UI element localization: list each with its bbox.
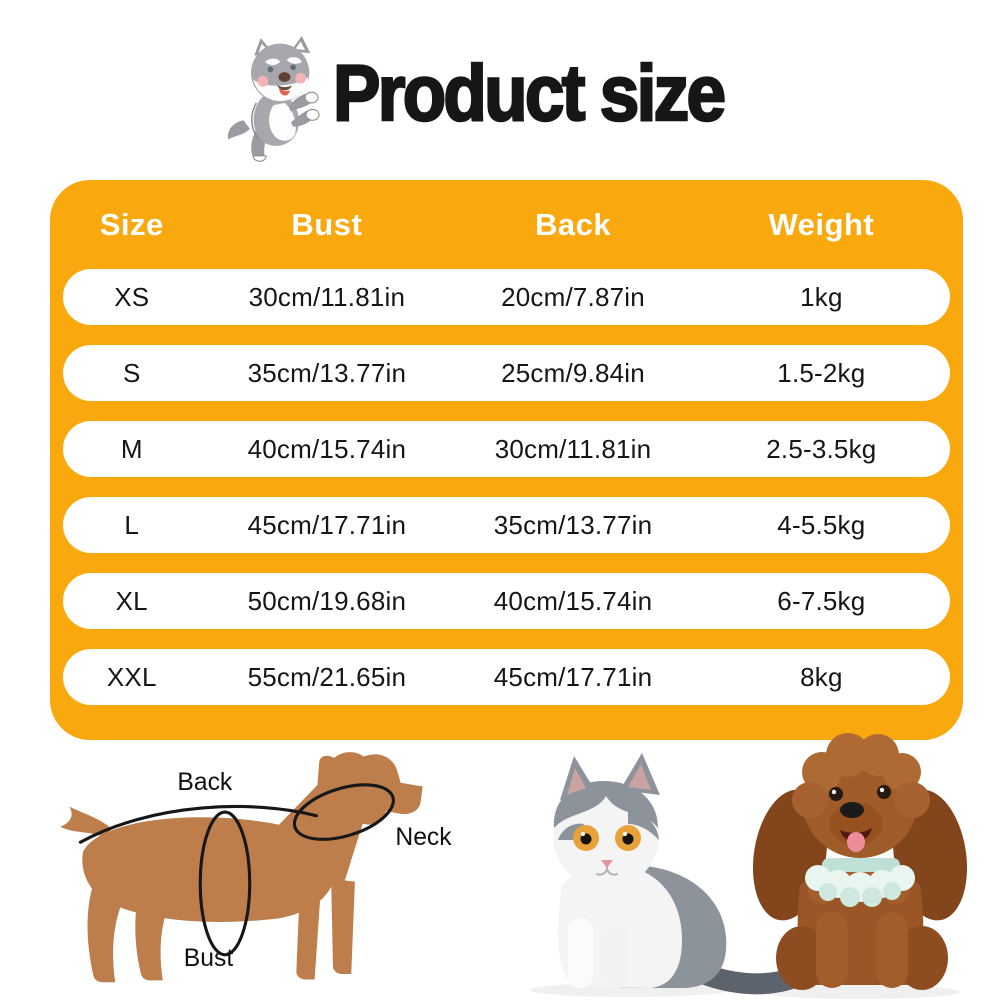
bust-value: 40cm/15.74in: [247, 433, 407, 464]
poodle-image: [752, 733, 968, 990]
size-value: M: [120, 433, 143, 464]
back-value: 35cm/13.77in: [493, 509, 653, 540]
table-row-m: M 40cm/15.74in 30cm/11.81in 2.5-3.5kg: [63, 421, 950, 477]
size-table-header-row: Size Bust Back Weight: [63, 180, 950, 269]
cat-image: [553, 753, 831, 995]
back-value: 45cm/17.71in: [493, 661, 653, 692]
pets-photo: [500, 700, 1000, 1000]
weight-value: 8kg: [800, 661, 843, 692]
husky-puppy-mascot-icon: [224, 36, 332, 162]
size-value: XXL: [106, 661, 157, 692]
size-table: Size Bust Back Weight XS 30cm/11.81in 20…: [50, 180, 963, 740]
weight-value: 6-7.5kg: [777, 585, 866, 616]
table-row-xs: XS 30cm/11.81in 20cm/7.87in 1kg: [63, 269, 950, 325]
table-row-xxl: XXL 55cm/21.65in 45cm/17.71in 8kg: [63, 649, 950, 705]
back-label: Back: [177, 769, 233, 796]
neck-measure-ellipse: [292, 783, 395, 841]
bust-value: 50cm/19.68in: [247, 585, 407, 616]
weight-value: 4-5.5kg: [777, 509, 866, 540]
back-value: 40cm/15.74in: [493, 585, 653, 616]
table-row-xl: XL 50cm/19.68in 40cm/15.74in 6-7.5kg: [63, 573, 950, 629]
bust-value: 55cm/21.65in: [247, 661, 407, 692]
weight-value: 2.5-3.5kg: [766, 433, 877, 464]
bust-value: 45cm/17.71in: [247, 509, 407, 540]
measurement-diagram: Back Neck Bust: [42, 746, 472, 998]
table-row-l: L 45cm/17.71in 35cm/13.77in 4-5.5kg: [63, 497, 950, 553]
bust-value: 35cm/13.77in: [247, 357, 407, 388]
page-title: Product size: [332, 47, 727, 139]
bust-value: 30cm/11.81in: [248, 281, 406, 312]
column-header-back: Back: [534, 206, 612, 242]
column-header-weight: Weight: [768, 206, 875, 242]
neck-label: Neck: [395, 824, 452, 851]
column-header-size: Size: [99, 206, 164, 242]
back-value: 20cm/7.87in: [501, 281, 645, 312]
size-value: L: [124, 509, 140, 540]
weight-value: 1kg: [800, 281, 843, 312]
column-header-bust: Bust: [291, 206, 363, 242]
back-measure-line: [78, 804, 319, 844]
bust-label: Bust: [184, 945, 234, 972]
size-value: XS: [114, 281, 150, 312]
weight-value: 1.5-2kg: [777, 357, 866, 388]
table-row-s: S 35cm/13.77in 25cm/9.84in 1.5-2kg: [63, 345, 950, 401]
size-value: S: [122, 357, 141, 388]
back-value: 25cm/9.84in: [501, 357, 645, 388]
back-value: 30cm/11.81in: [494, 433, 652, 464]
dog-silhouette-icon: [60, 752, 423, 983]
size-value: XL: [115, 585, 148, 616]
bust-measure-ellipse: [198, 810, 252, 957]
